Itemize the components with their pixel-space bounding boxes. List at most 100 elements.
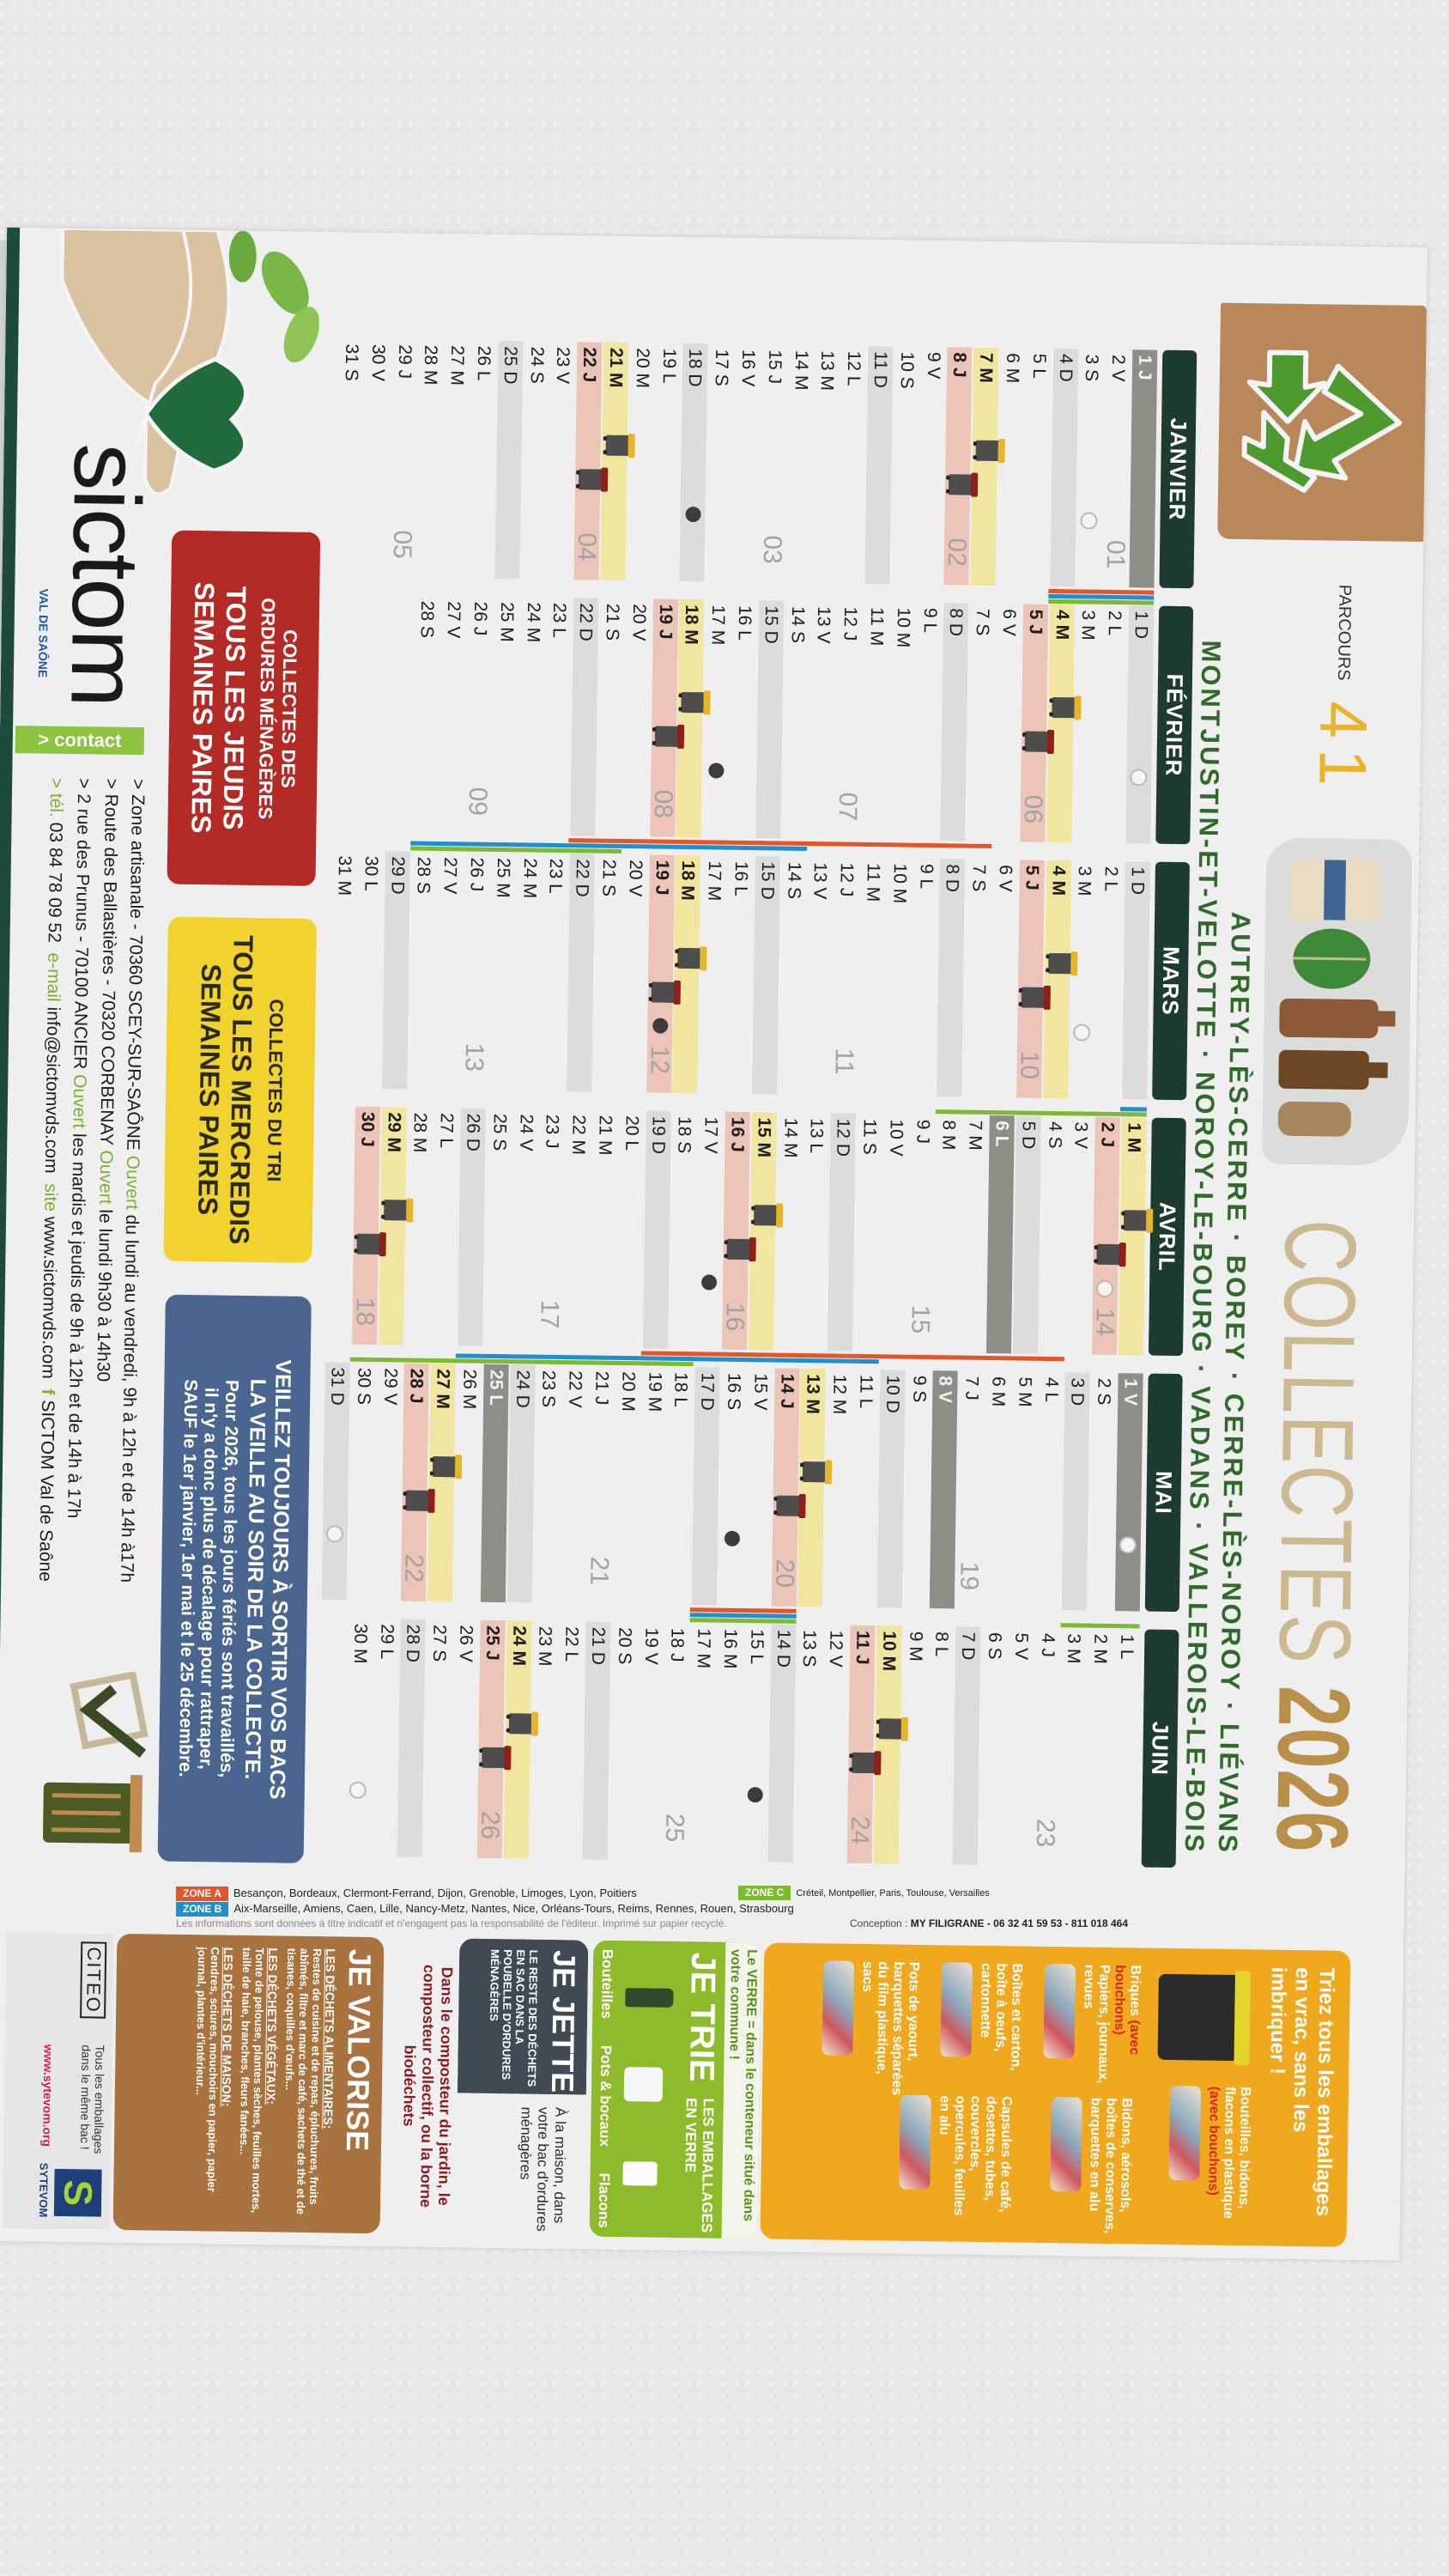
day-label: 19 J xyxy=(651,860,672,896)
day-label: 9 L xyxy=(916,863,937,890)
day-row: 25 M xyxy=(491,597,519,835)
om-bin-icon xyxy=(354,1232,386,1257)
day-label: 23 L xyxy=(549,602,570,638)
day-label: 4 D xyxy=(1055,353,1076,382)
website-link[interactable]: www.sictomvds.com xyxy=(38,1216,61,1379)
day-label: 1 L xyxy=(1117,1634,1137,1660)
week-number: 13 xyxy=(459,1042,488,1072)
day-row: 20 L xyxy=(616,1110,645,1348)
item-text: Papiers, journaux, revues xyxy=(1081,1964,1113,2084)
day-label: 17 M xyxy=(707,605,729,646)
day-label: 21 S xyxy=(602,603,623,641)
day-row: 8 M xyxy=(933,1115,961,1352)
om-bin-icon xyxy=(1018,985,1051,1010)
day-label: 7 J xyxy=(961,1376,982,1400)
day-label: 1 V xyxy=(1120,1378,1141,1406)
om-bin-icon xyxy=(648,980,681,1005)
day-label: 6 V xyxy=(998,609,1020,636)
day-label: 7 S xyxy=(968,864,990,892)
day-label: 27 S xyxy=(429,1624,450,1662)
day-row: 8 J 02 xyxy=(943,347,973,586)
day-label: 18 M xyxy=(681,604,702,645)
tri-bin-icon xyxy=(506,1711,538,1736)
day-label: 27 M xyxy=(433,1368,453,1409)
day-row: 26 J 13 xyxy=(459,852,489,1090)
day-row: 29 V xyxy=(374,1363,403,1601)
day-label: 12 M xyxy=(829,1374,850,1415)
day-label: 4 S xyxy=(1044,1121,1065,1149)
day-label: 8 M xyxy=(938,1120,960,1151)
day-label: 11 L xyxy=(856,1374,876,1409)
day-row: 23 S xyxy=(533,1365,561,1603)
facebook-link[interactable]: SICTOM Val de Saône xyxy=(35,1400,58,1583)
day-label: 14 M xyxy=(779,1117,801,1158)
trash-panel: JE JETTE LE RESTE DES DÉCHETS EN SAC DAN… xyxy=(455,1938,589,2237)
day-row: 14 M xyxy=(785,345,814,583)
day-row: 21 S xyxy=(593,854,621,1092)
day-label: 26 M xyxy=(458,1369,480,1410)
glass-title: JE TRIE xyxy=(682,1952,723,2082)
day-label: 31 S xyxy=(341,343,362,381)
item-image xyxy=(1043,1963,1076,2059)
day-label: 18 J xyxy=(667,1627,688,1662)
day-row: 13 M xyxy=(812,345,840,583)
day-label: 5 J xyxy=(1025,609,1046,635)
sytevom-url[interactable]: www.sytevom.org xyxy=(39,2044,56,2148)
day-label: 20 L xyxy=(621,1115,642,1151)
day-label: 3 M xyxy=(1064,1633,1084,1664)
day-label: 26 V xyxy=(455,1625,476,1662)
day-label: 1 M xyxy=(1124,1122,1144,1153)
month-header-1: JANVIER xyxy=(1159,349,1197,589)
day-label: 11 M xyxy=(863,862,883,902)
new-moon-icon xyxy=(724,1530,741,1546)
month-header-4: AVRIL xyxy=(1148,1117,1186,1357)
day-label: 13 M xyxy=(803,1373,824,1414)
day-label: 18 S xyxy=(674,1115,695,1154)
day-row: 24 M xyxy=(514,853,543,1091)
sictom-logo: sictom xyxy=(51,442,161,708)
day-label: 14 S xyxy=(787,605,808,644)
day-row: 16 S xyxy=(718,1368,747,1606)
day-label: 24 D xyxy=(512,1370,533,1408)
day-row: 11 J 24 xyxy=(846,1625,876,1864)
om-collection-box: COLLECTES DES ORDURES MÉNAGÈRES TOUS LES… xyxy=(167,530,321,886)
day-label: 10 M xyxy=(893,607,913,648)
tri-bin-icon xyxy=(603,434,635,459)
day-label: 11 M xyxy=(866,606,888,647)
day-row: 4 M xyxy=(1046,604,1075,843)
glass-panel: Le VERRE = dans le conteneur situé dans … xyxy=(589,1940,762,2239)
email-link[interactable]: info@sictomvds.com xyxy=(40,1006,64,1174)
contact-badge: > contact xyxy=(15,726,145,756)
yellow-panel-items: Bouteilles, bidons, flacons en plastique… xyxy=(822,1951,1350,2247)
day-row: 27 S xyxy=(424,1619,452,1857)
day-row: 20 V xyxy=(620,854,648,1092)
parcours-number: 41 xyxy=(1305,701,1382,798)
day-row: 28 J 22 xyxy=(400,1363,430,1601)
om-bin-icon xyxy=(652,724,684,749)
day-row: 10 M xyxy=(884,858,912,1096)
day-label: 13 M xyxy=(817,350,838,392)
day-label: 5 L xyxy=(1028,353,1050,380)
day-label: 26 J xyxy=(470,601,491,636)
day-row: 30 L xyxy=(355,851,384,1089)
day-row: 28 S xyxy=(409,852,437,1090)
tri-bin-icon xyxy=(1048,696,1082,720)
om-bin-icon xyxy=(1094,1242,1126,1267)
day-row: 4 D xyxy=(1050,348,1078,587)
day-row: 18 L xyxy=(665,1367,694,1605)
day-label: 3 M xyxy=(1074,866,1095,896)
day-label: 2 M xyxy=(1090,1633,1111,1665)
day-row: 12 M xyxy=(824,1369,852,1607)
day-row: 4 S xyxy=(1040,1116,1068,1354)
glass-subtitle: LES EMBALLAGES EN VERRE xyxy=(682,2098,717,2233)
day-row: 19 D xyxy=(642,1110,671,1349)
day-label: 27 L xyxy=(436,1112,458,1149)
day-label: 9 M xyxy=(905,1631,926,1662)
day-row: 25 L xyxy=(480,1364,509,1603)
day-row: 13 S xyxy=(794,1625,822,1862)
day-label: 15 D xyxy=(761,605,781,644)
week-number: 06 xyxy=(1018,794,1047,824)
day-label: 12 J xyxy=(836,862,858,897)
day-row: 30 S xyxy=(349,1363,377,1601)
phone-number[interactable]: 03 84 78 09 52 xyxy=(44,822,66,944)
